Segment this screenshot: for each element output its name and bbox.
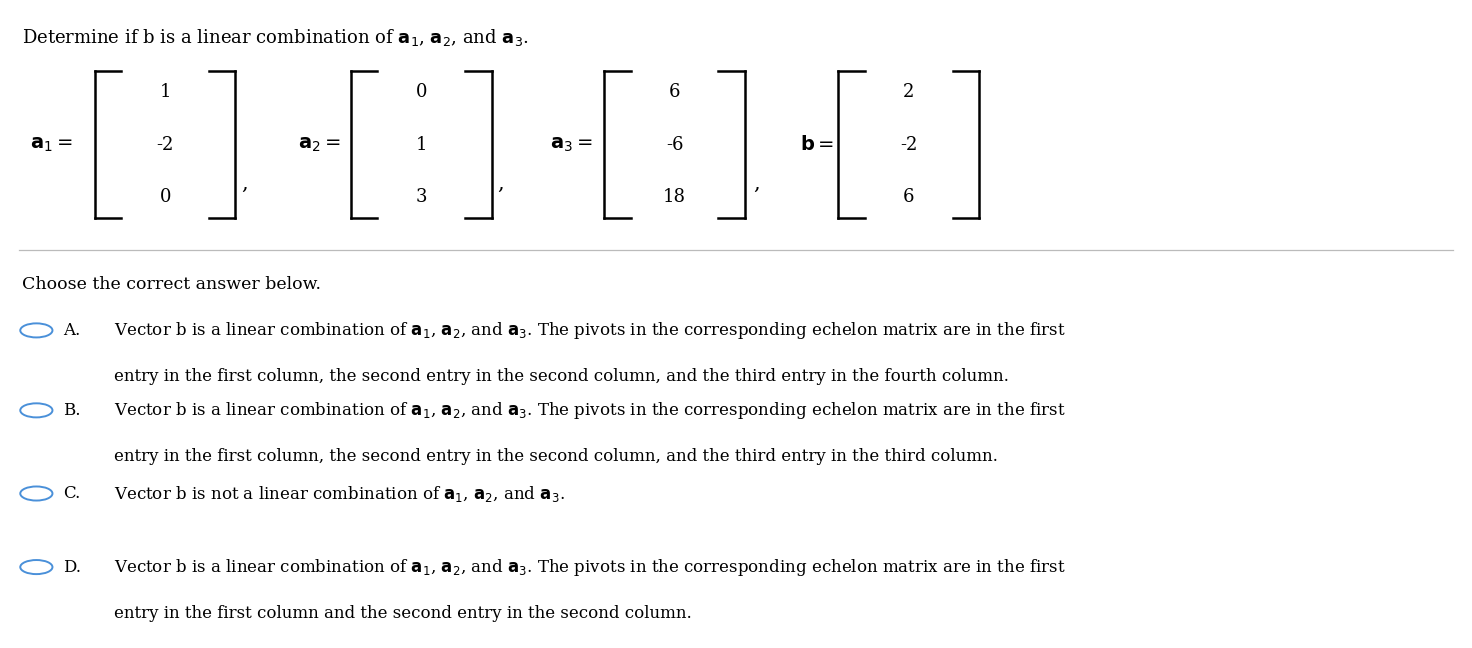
Text: C.: C. <box>63 485 79 502</box>
Text: $\mathbf{a}_3 =$: $\mathbf{a}_3 =$ <box>551 135 593 154</box>
Text: Determine if b is a linear combination of $\mathbf{a}_1$, $\mathbf{a}_2$, and $\: Determine if b is a linear combination o… <box>22 27 528 47</box>
Text: 2: 2 <box>902 84 914 102</box>
Text: ,: , <box>241 174 247 192</box>
Text: B.: B. <box>63 402 79 419</box>
Text: D.: D. <box>63 559 81 575</box>
Text: $\mathbf{a}_2 =$: $\mathbf{a}_2 =$ <box>297 135 342 154</box>
Text: -2: -2 <box>899 136 917 154</box>
Text: Vector b is not a linear combination of $\mathbf{a}_1$, $\mathbf{a}_2$, and $\ma: Vector b is not a linear combination of … <box>113 483 565 503</box>
Text: 0: 0 <box>415 84 427 102</box>
Text: ,: , <box>498 174 503 192</box>
Text: $\mathbf{b} =$: $\mathbf{b} =$ <box>799 135 835 154</box>
Text: 6: 6 <box>902 189 914 206</box>
Text: Vector b is a linear combination of $\mathbf{a}_1$, $\mathbf{a}_2$, and $\mathbf: Vector b is a linear combination of $\ma… <box>113 400 1066 421</box>
Text: $\mathbf{a}_1 =$: $\mathbf{a}_1 =$ <box>31 135 74 154</box>
Text: entry in the first column, the second entry in the second column, and the third : entry in the first column, the second en… <box>113 448 998 465</box>
Text: 3: 3 <box>415 189 427 206</box>
Text: 0: 0 <box>159 189 171 206</box>
Text: 1: 1 <box>159 84 171 102</box>
Text: -2: -2 <box>156 136 174 154</box>
Text: 1: 1 <box>415 136 427 154</box>
Text: 6: 6 <box>668 84 680 102</box>
Text: Vector b is a linear combination of $\mathbf{a}_1$, $\mathbf{a}_2$, and $\mathbf: Vector b is a linear combination of $\ma… <box>113 557 1066 577</box>
Text: ,: , <box>754 174 760 192</box>
Text: Vector b is a linear combination of $\mathbf{a}_1$, $\mathbf{a}_2$, and $\mathbf: Vector b is a linear combination of $\ma… <box>113 320 1066 341</box>
Text: entry in the first column and the second entry in the second column.: entry in the first column and the second… <box>113 605 692 621</box>
Text: -6: -6 <box>665 136 683 154</box>
Text: 18: 18 <box>662 189 686 206</box>
Text: entry in the first column, the second entry in the second column, and the third : entry in the first column, the second en… <box>113 368 1008 385</box>
Text: Choose the correct answer below.: Choose the correct answer below. <box>22 276 321 293</box>
Text: A.: A. <box>63 322 79 339</box>
